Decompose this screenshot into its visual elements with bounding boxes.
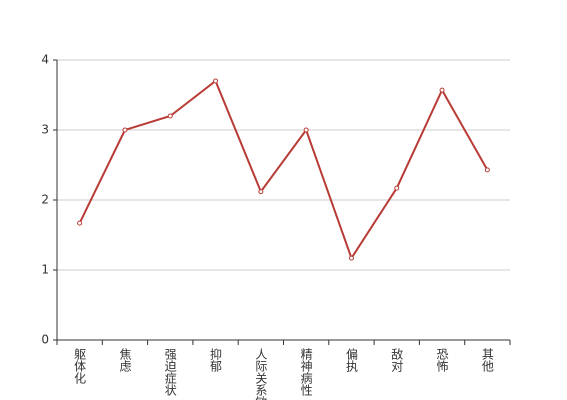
point (394, 185, 400, 191)
point (258, 189, 264, 195)
point (167, 113, 173, 119)
x-tick-label: 其他 (480, 348, 494, 372)
x-tick-label: 强迫症状 (163, 348, 177, 396)
x-tick-label: 恐怖 (435, 348, 449, 372)
point (348, 255, 354, 261)
x-tick-label: 偏执 (344, 347, 358, 373)
y-tick-label: 0 (41, 333, 49, 347)
y-tick-label: 3 (41, 123, 49, 137)
point (77, 220, 83, 226)
line (78, 79, 489, 261)
x-tick-label: 人际关系敏感 (254, 348, 268, 400)
point (213, 78, 219, 84)
x-tick-label: 抑郁 (209, 347, 223, 373)
y-tick-label: 1 (41, 263, 49, 277)
point (439, 87, 445, 93)
x-tick-label: 精神病性 (299, 348, 313, 397)
point (303, 127, 309, 133)
y-tick-label: 4 (41, 53, 49, 67)
point (122, 127, 128, 133)
x-tick-label: 躯体化 (73, 347, 87, 385)
x-tick-label: 敌对 (390, 347, 404, 372)
y-tick-label: 2 (41, 193, 49, 207)
point (484, 167, 490, 173)
x-tick-label: 焦虑 (118, 348, 132, 372)
